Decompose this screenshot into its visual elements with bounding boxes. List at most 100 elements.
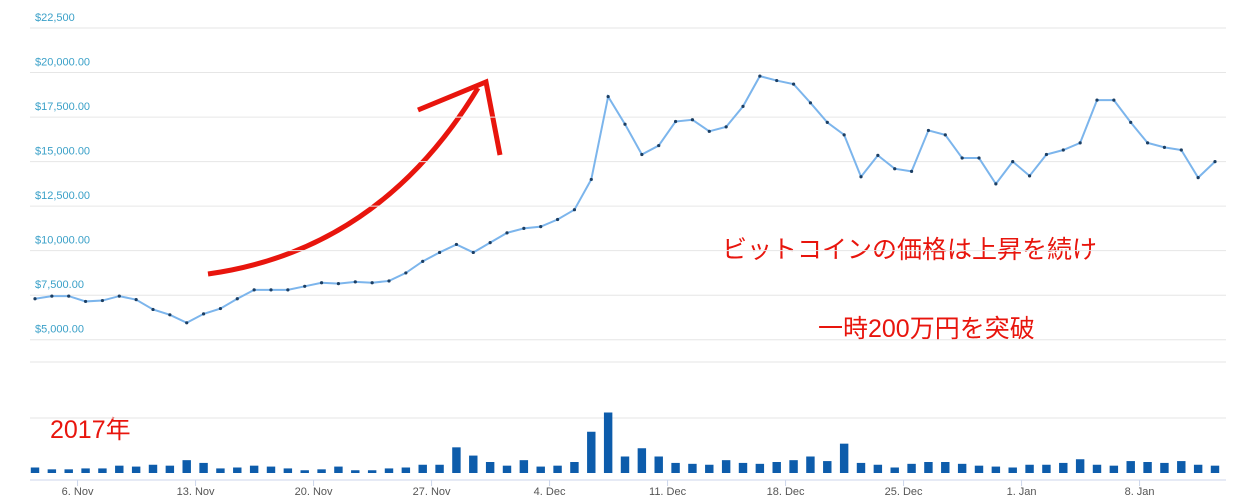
volume-bar	[384, 468, 394, 473]
volume-bar	[1193, 464, 1203, 473]
price-point	[741, 104, 745, 108]
volume-bar	[502, 465, 512, 473]
volume-bar	[789, 460, 798, 473]
price-point	[185, 321, 189, 325]
volume-bar	[671, 462, 680, 473]
price-point	[724, 125, 728, 129]
volume-bar	[249, 465, 259, 473]
price-point	[252, 288, 256, 292]
volume-bar	[721, 460, 731, 473]
price-point	[1061, 148, 1065, 152]
price-point	[960, 156, 964, 160]
price-point	[1044, 152, 1049, 157]
price-point	[825, 120, 829, 125]
x-tick-label: 1. Jan	[1007, 486, 1037, 498]
volume-bar	[856, 462, 866, 473]
price-point	[1112, 98, 1116, 102]
price-point	[117, 294, 121, 298]
volume-bar	[1126, 461, 1135, 473]
price-point	[876, 153, 880, 157]
x-tick-label: 6. Nov	[62, 486, 94, 498]
volume-bar	[705, 464, 714, 473]
volume-bar	[536, 466, 545, 473]
price-point	[758, 74, 762, 78]
volume-bar	[1160, 462, 1169, 473]
volume-bar	[620, 456, 630, 473]
volume-bar	[1075, 459, 1085, 473]
price-point	[555, 217, 560, 222]
price-point	[50, 294, 54, 298]
annotation: 2017年	[50, 416, 131, 444]
price-point	[640, 152, 644, 157]
price-point	[134, 298, 138, 302]
volume-bar	[1059, 462, 1068, 473]
volume-bar	[1109, 465, 1119, 473]
volume-bar	[30, 467, 40, 473]
volume-bar	[115, 465, 124, 473]
price-point	[977, 156, 981, 160]
price-point	[606, 94, 610, 99]
volume-bar	[941, 462, 950, 473]
price-point	[1078, 141, 1082, 145]
price-point	[1145, 141, 1150, 145]
volume-bar	[873, 464, 883, 473]
x-tick-label: 20. Nov	[295, 486, 333, 498]
price-point	[589, 177, 593, 182]
volume-bar	[637, 448, 647, 473]
volume-bar	[890, 467, 899, 473]
price-point	[791, 82, 796, 86]
volume-bar	[1042, 464, 1051, 473]
price-point	[707, 129, 711, 133]
volume-bar	[452, 447, 461, 473]
volume-bar	[991, 466, 1001, 473]
volume-bar	[81, 468, 90, 473]
price-point	[539, 225, 543, 229]
volume-bar	[806, 456, 815, 473]
price-point	[926, 128, 931, 133]
volume-bar	[1092, 464, 1102, 473]
volume-bar	[772, 462, 781, 473]
volume-bar	[1143, 462, 1152, 473]
price-point	[1196, 176, 1200, 180]
volume-bar	[418, 464, 427, 473]
price-point	[151, 307, 155, 312]
volume-bar	[469, 455, 478, 473]
volume-bar	[1008, 467, 1017, 473]
x-tick-label: 11. Dec	[649, 486, 687, 498]
price-line	[34, 74, 1216, 324]
volume-bar	[300, 470, 309, 473]
volume-bar	[570, 462, 579, 473]
volume-bar	[1025, 464, 1034, 473]
price-point	[201, 312, 206, 316]
price-point	[1027, 174, 1032, 178]
price-point	[488, 241, 492, 245]
price-point	[353, 280, 357, 284]
price-point	[100, 298, 105, 303]
volume-bar	[603, 412, 613, 473]
arrow-curve	[207, 86, 481, 277]
price-point	[690, 118, 695, 122]
volume-bar	[131, 466, 141, 473]
x-tick-label: 13. Nov	[177, 486, 215, 498]
volume-bar	[823, 461, 832, 473]
volume-bar	[738, 462, 748, 473]
price-point	[33, 297, 37, 301]
price-point	[1213, 160, 1217, 164]
price-point	[1129, 120, 1133, 125]
volume-bar	[367, 470, 377, 473]
volume-bar	[587, 431, 596, 473]
price-point	[522, 226, 526, 230]
volume-bar	[401, 467, 411, 473]
y-tick-label: $15,000.00	[35, 146, 90, 158]
volume-bar	[334, 466, 343, 473]
y-tick-label: $17,500.00	[35, 101, 90, 113]
price-point	[572, 208, 577, 212]
price-point	[842, 133, 846, 137]
price-point	[235, 297, 239, 301]
price-point	[437, 250, 442, 255]
volume-bar	[688, 463, 697, 473]
y-tick-label: $5,000.00	[35, 324, 84, 336]
x-tick-label: 4. Dec	[534, 486, 566, 498]
price-point	[319, 281, 324, 285]
